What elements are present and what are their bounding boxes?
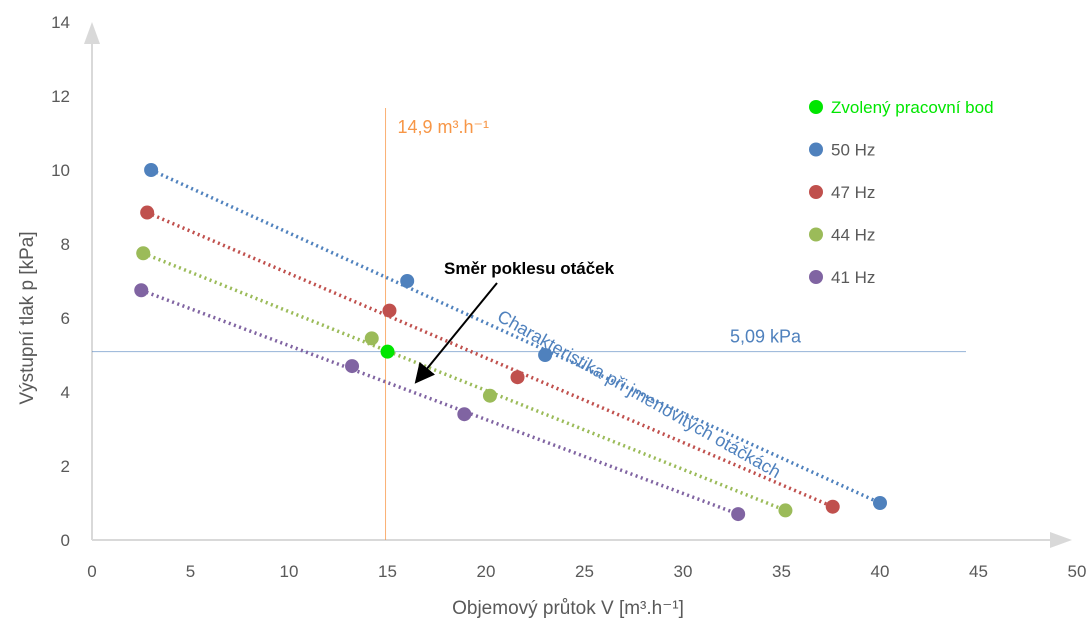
legend-marker-50-hz (809, 142, 823, 157)
legend-label-zvolen-pracovn-bod: Zvolený pracovní bod (831, 98, 994, 117)
x-tick-label: 40 (871, 562, 890, 581)
series-lines (140, 168, 881, 516)
y-axis-title: Výstupní tlak p [kPa] (17, 231, 38, 404)
trendline-47-hz (146, 210, 834, 509)
x-tick-label: 20 (477, 562, 496, 581)
trendline-50-hz (150, 168, 881, 505)
x-tick-label: 50 (1068, 562, 1087, 581)
x-tick-label: 25 (575, 562, 594, 581)
legend-marker-zvolen-pracovn-bod (809, 100, 823, 114)
x-tick-label: 10 (280, 562, 299, 581)
y-tick-label: 0 (61, 531, 70, 550)
axes (84, 22, 1072, 548)
x-tick-label: 5 (186, 562, 195, 581)
x-tick-label: 45 (969, 562, 988, 581)
series-points (134, 163, 887, 522)
legend-marker-47-hz (809, 185, 823, 199)
legend-label-41-hz: 41 Hz (831, 268, 875, 287)
point-47-hz (140, 205, 155, 220)
x-axis-title: Objemový průtok V [m³.h⁻¹] (452, 598, 684, 619)
point-44-hz (778, 503, 793, 518)
y-tick-label: 12 (51, 87, 70, 106)
legend-label-50-hz: 50 Hz (831, 141, 875, 160)
reference-lines: 14,9 m³.h⁻¹ 5,09 kPa (92, 108, 966, 540)
point-41-hz (134, 283, 149, 298)
point-47-hz (382, 303, 397, 318)
y-tick-label: 4 (61, 383, 70, 402)
legend-label-44-hz: 44 Hz (831, 226, 875, 245)
y-tick-label: 8 (61, 235, 70, 254)
x-tick-label: 30 (674, 562, 693, 581)
y-axis-arrow (84, 22, 100, 44)
y-tick-label: 2 (61, 457, 70, 476)
legend-marker-41-hz (809, 270, 823, 284)
point-44-hz (364, 331, 379, 346)
x-tick-label: 0 (87, 562, 96, 581)
x-axis-arrow (1050, 532, 1072, 548)
trendline-41-hz (140, 288, 739, 516)
point-50-hz (144, 163, 159, 177)
legend-marker-44-hz (809, 227, 823, 242)
reference-label-horizontal: 5,09 kPa (730, 327, 802, 347)
point-41-hz (345, 359, 360, 374)
point-44-hz (136, 246, 151, 261)
point-zvolen-pracovn-bod (380, 344, 395, 359)
point-50-hz (400, 274, 415, 288)
point-50-hz (873, 496, 887, 510)
tick-labels: 0 5 10 15 20 25 30 35 40 45 50 0 2 4 6 8 10 12 14 (51, 13, 1086, 581)
point-44-hz (482, 388, 497, 403)
point-47-hz (825, 499, 840, 514)
point-50-hz (538, 348, 553, 362)
x-tick-label: 35 (772, 562, 791, 581)
x-tick-label: 15 (378, 562, 397, 581)
point-47-hz (510, 370, 525, 385)
legend: Zvolený pracovní bod 50 Hz 47 Hz 44 Hz 41 Hz (809, 98, 994, 287)
point-41-hz (457, 407, 472, 422)
direction-arrow (414, 282, 498, 384)
legend-label-47-hz: 47 Hz (831, 183, 875, 202)
y-tick-label: 6 (61, 309, 70, 328)
reference-label-vertical: 14,9 m³.h⁻¹ (398, 117, 490, 137)
point-41-hz (731, 507, 746, 522)
y-tick-label: 14 (51, 13, 70, 32)
annotation-direction: Směr poklesu otáček (444, 259, 615, 278)
trendline-44-hz (142, 251, 787, 513)
y-tick-label: 10 (51, 161, 70, 180)
